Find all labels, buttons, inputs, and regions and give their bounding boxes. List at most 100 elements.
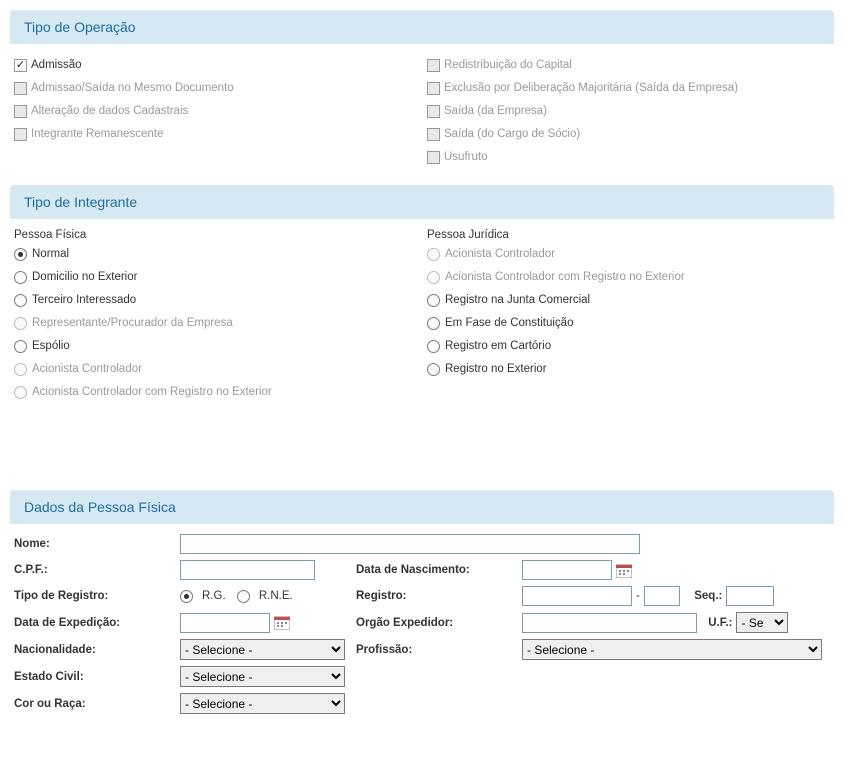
checkbox	[427, 128, 440, 141]
radio-label: Registro em Cartório	[445, 337, 551, 355]
radio-row: Registro na Junta Comercial	[427, 291, 830, 309]
checkbox-label: Alteração de dados Cadastrais	[31, 102, 188, 120]
input-seq[interactable]	[726, 586, 774, 606]
label-nome: Nome:	[14, 538, 174, 550]
checkbox-row: Alteração de dados Cadastrais	[14, 102, 417, 120]
section-tipo-operacao: Tipo de Operação ✓ Admissão Admissao/Saída…	[10, 10, 834, 171]
radio-label: Terceiro Interessado	[32, 291, 136, 309]
label-nacion: Nacionalidade:	[14, 644, 174, 656]
label-dash: -	[636, 590, 640, 602]
input-cpf[interactable]	[180, 560, 315, 580]
radio-row: Acionista Controlador	[14, 360, 417, 378]
checkbox-label: Admissao/Saída no Mesmo Documento	[31, 79, 234, 97]
pf-group-title: Pessoa Física	[14, 229, 417, 241]
radio-row: Em Fase de Constituição	[427, 314, 830, 332]
checkbox-row: Exclusão por Deliberação Majoritária (Sa…	[427, 79, 830, 97]
radio[interactable]	[427, 340, 440, 353]
radio	[14, 363, 27, 376]
checkbox	[14, 82, 27, 95]
radio-label: Acionista Controlador	[32, 360, 142, 378]
input-orgao[interactable]	[522, 613, 697, 633]
checkbox[interactable]: ✓	[14, 59, 27, 72]
input-registro-suf[interactable]	[644, 586, 680, 606]
calendar-icon[interactable]	[616, 563, 632, 578]
radio[interactable]	[427, 317, 440, 330]
section-dados-pf: Dados da Pessoa Física Nome: C.P.F.: Dat…	[10, 490, 834, 714]
header-dados-pf: Dados da Pessoa Física	[10, 490, 834, 524]
radio-label: Registro na Junta Comercial	[445, 291, 590, 309]
header-tipo-operacao: Tipo de Operação	[10, 10, 834, 44]
radio[interactable]	[14, 248, 27, 261]
checkbox-label: Admissão	[31, 56, 82, 74]
label-orgao: Orgão Expedidor:	[356, 617, 516, 629]
checkbox-label: Saída (da Empresa)	[444, 102, 547, 120]
radio-row: Domicilio no Exterior	[14, 268, 417, 286]
radio[interactable]	[14, 340, 27, 353]
radio-label: Representante/Procurador da Empresa	[32, 314, 233, 332]
radio-label: Acionista Controlador com Registro no Ex…	[32, 383, 272, 401]
label-data-nasc: Data de Nascimento:	[356, 564, 516, 576]
label-seq: Seq.:	[694, 590, 722, 602]
radio-label: Acionista Controlador com Registro no Ex…	[445, 268, 685, 286]
op-left-col: ✓ Admissão Admissao/Saída no Mesmo Documen…	[14, 54, 417, 171]
label-prof: Profissão:	[356, 644, 516, 656]
radio[interactable]	[427, 294, 440, 307]
checkbox-label: Integrante Remanescente	[31, 125, 163, 143]
label-tipo-reg: Tipo de Registro:	[14, 590, 174, 602]
checkbox-row: Saída (da Empresa)	[427, 102, 830, 120]
checkbox-row: Saída (do Cargo de Sócio)	[427, 125, 830, 143]
radio-label: Registro no Exterior	[445, 360, 547, 378]
input-data-exp[interactable]	[180, 613, 270, 633]
radio-rg[interactable]	[180, 590, 193, 603]
input-registro[interactable]	[522, 586, 632, 606]
radio[interactable]	[14, 294, 27, 307]
section-tipo-integrante: Tipo de Integrante Pessoa Física Normal D…	[10, 185, 834, 406]
select-nacion[interactable]: - Selecione -	[180, 639, 345, 660]
radio-row: Normal	[14, 245, 417, 263]
checkbox	[14, 128, 27, 141]
checkbox-row: Usufruto	[427, 148, 830, 166]
checkbox	[427, 105, 440, 118]
radio-row: Registro no Exterior	[427, 360, 830, 378]
label-data-exp: Data de Expedição:	[14, 617, 174, 629]
radio-rne[interactable]	[237, 590, 250, 603]
header-tipo-integrante: Tipo de Integrante	[10, 185, 834, 219]
checkbox	[427, 151, 440, 164]
radio	[14, 386, 27, 399]
radio-row: Acionista Controlador	[427, 245, 830, 263]
select-uf[interactable]: - Se	[736, 612, 788, 633]
label-rne: R.N.E.	[259, 590, 293, 602]
radio-label: Em Fase de Constituição	[445, 314, 573, 332]
input-data-nasc[interactable]	[522, 560, 612, 580]
radio-row: Representante/Procurador da Empresa	[14, 314, 417, 332]
radio-row: Acionista Controlador com Registro no Ex…	[427, 268, 830, 286]
checkbox-row: ✓ Admissão	[14, 56, 417, 74]
radio	[427, 271, 440, 284]
checkbox-row: Admissao/Saída no Mesmo Documento	[14, 79, 417, 97]
radio-row: Acionista Controlador com Registro no Ex…	[14, 383, 417, 401]
select-cor[interactable]: - Selecione -	[180, 693, 345, 714]
calendar-icon[interactable]	[274, 615, 290, 630]
label-cpf: C.P.F.:	[14, 564, 174, 576]
label-estado-civil: Estado Civil:	[14, 671, 174, 683]
radio	[427, 248, 440, 261]
checkbox	[14, 105, 27, 118]
pj-group-title: Pessoa Jurídica	[427, 229, 830, 241]
radio-label: Normal	[32, 245, 69, 263]
label-registro: Registro:	[356, 590, 516, 602]
op-right-col: Redistribuição do Capital Exclusão por De…	[427, 54, 830, 171]
checkbox-row: Redistribuição do Capital	[427, 56, 830, 74]
radio[interactable]	[14, 271, 27, 284]
select-estado-civil[interactable]: - Selecione -	[180, 666, 345, 687]
radio[interactable]	[427, 363, 440, 376]
radio-label: Domicilio no Exterior	[32, 268, 137, 286]
label-cor: Cor ou Raça:	[14, 698, 174, 710]
radio-row: Espólio	[14, 337, 417, 355]
select-prof[interactable]: - Selecione -	[522, 639, 822, 660]
input-nome[interactable]	[180, 534, 640, 554]
integ-pf-col: Normal Domicilio no Exterior Terceiro Inte…	[14, 245, 417, 401]
radio	[14, 317, 27, 330]
label-rg: R.G.	[202, 590, 226, 602]
radio-row: Registro em Cartório	[427, 337, 830, 355]
checkbox-row: Integrante Remanescente	[14, 125, 417, 143]
